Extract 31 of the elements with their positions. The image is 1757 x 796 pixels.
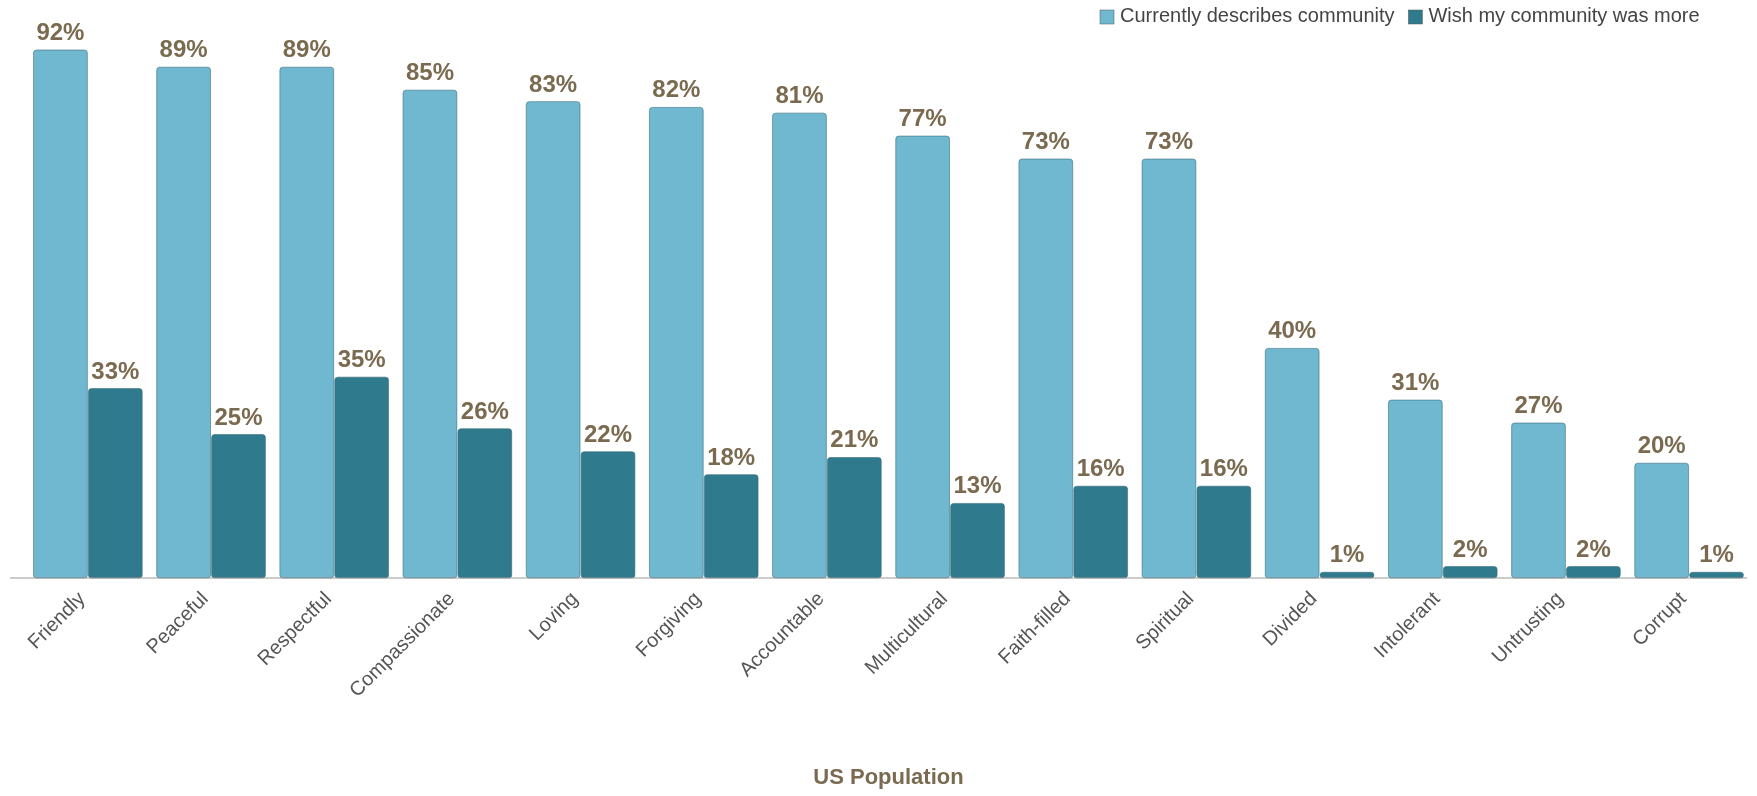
data-label: 16%: [1199, 454, 1248, 482]
data-label: 81%: [775, 81, 824, 109]
data-label: 2%: [1576, 534, 1611, 562]
x-axis-title: US Population: [813, 764, 964, 789]
data-label: 73%: [1144, 127, 1194, 155]
data-label: 22%: [583, 419, 633, 447]
data-label: 73%: [1021, 127, 1070, 155]
legend-label: Currently describes community: [1120, 4, 1395, 26]
data-label: 27%: [1514, 391, 1563, 419]
legend-label: Wish my community was more: [1428, 4, 1700, 26]
data-label: 1%: [1329, 540, 1365, 568]
data-label: 77%: [898, 104, 947, 132]
data-label: 85%: [405, 58, 454, 86]
data-label: 13%: [953, 471, 1002, 499]
data-label: 92%: [36, 18, 85, 45]
data-label: 2%: [1452, 534, 1488, 562]
data-label: 20%: [1637, 431, 1686, 459]
data-label: 89%: [282, 35, 331, 63]
data-label: 25%: [214, 402, 263, 430]
data-label: 26%: [460, 396, 509, 424]
data-label: 82%: [652, 75, 701, 103]
data-label: 31%: [1391, 368, 1440, 396]
data-label: 40%: [1268, 316, 1317, 344]
data-label: 89%: [159, 35, 208, 63]
data-label: 18%: [707, 442, 756, 470]
data-label: 16%: [1076, 454, 1125, 482]
data-label: 83%: [529, 69, 578, 97]
data-label: 33%: [91, 356, 140, 384]
data-label: 35%: [337, 345, 386, 373]
data-label: 1%: [1699, 540, 1734, 568]
data-label: 21%: [830, 425, 879, 453]
